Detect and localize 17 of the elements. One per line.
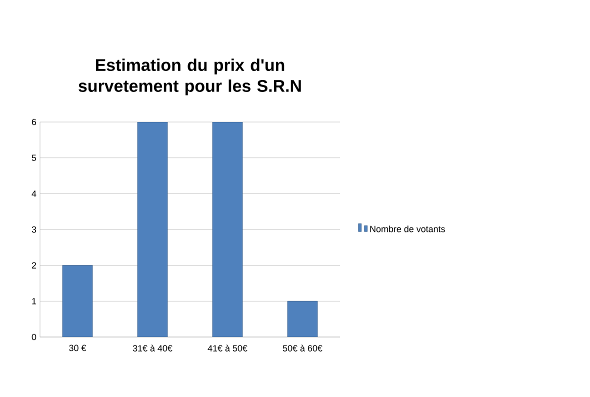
x-tick-label: 41€ à 50€	[208, 344, 248, 352]
bar	[137, 122, 168, 337]
y-tick-label: 0	[32, 334, 36, 340]
y-tick-label: 2	[32, 262, 36, 268]
x-tick-label: 50€ à 60€	[282, 344, 322, 352]
y-tick-label: 5	[32, 154, 36, 161]
chart-title: Estimation du prix d'un survetement pour les S.R.N	[78, 58, 301, 96]
bar	[212, 122, 243, 337]
y-tick-label: 6	[32, 118, 36, 126]
y-tick-label: 4	[32, 190, 36, 197]
bar	[62, 265, 93, 337]
x-tick-label: 31€ à 40€	[132, 344, 172, 352]
y-tick-label: 3	[32, 226, 36, 233]
bar	[287, 300, 318, 337]
y-tick-label: 1	[32, 298, 36, 304]
legend-label: Nombre de votants	[370, 226, 445, 232]
x-tick-label: 30 €	[69, 344, 86, 352]
